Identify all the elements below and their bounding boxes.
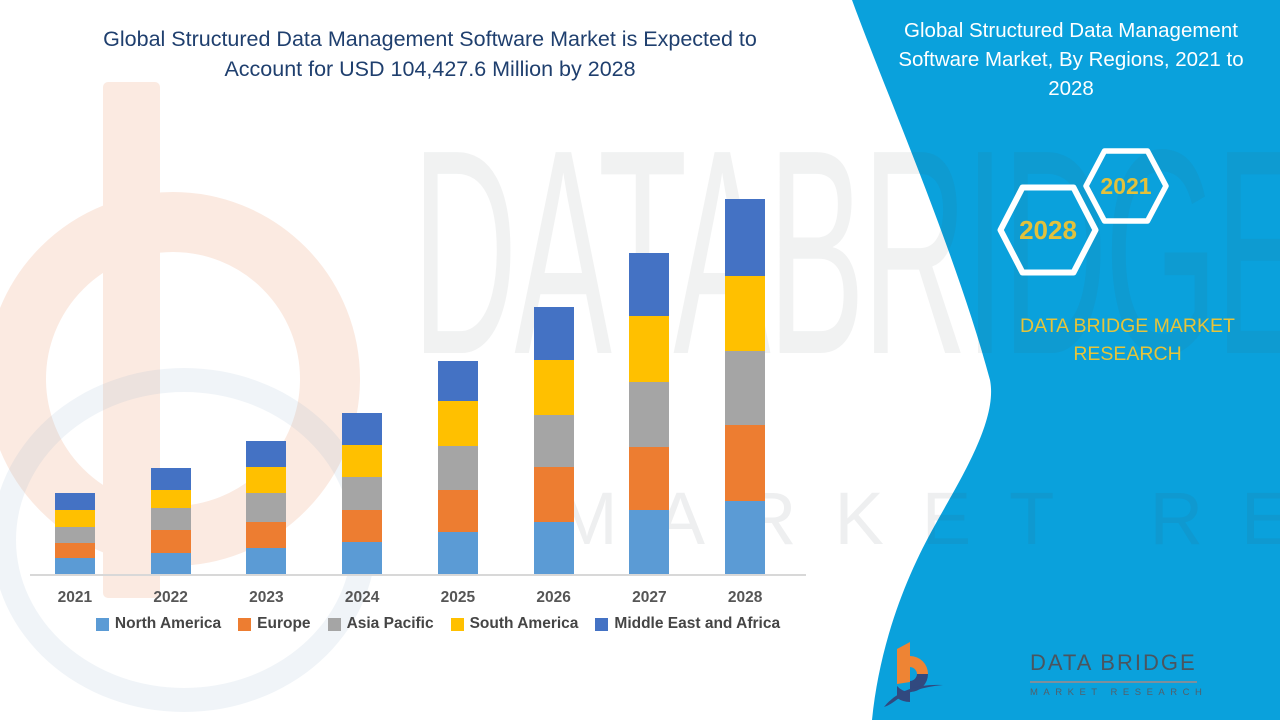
bar-segment-2023-middle-east-and-africa	[246, 441, 287, 468]
bar-segment-2025-north-america	[437, 532, 478, 575]
bar-segment-2025-south-america	[437, 401, 478, 447]
bar-segment-2027-south-america	[629, 316, 670, 382]
hexagon-2028-outline	[997, 184, 1099, 276]
x-label-2021: 2021	[57, 589, 93, 606]
bar-column-2025	[437, 361, 478, 575]
legend-swatch-north-america	[95, 617, 109, 631]
data-bridge-logo-icon	[884, 642, 943, 707]
bar-segment-2028-middle-east-and-africa	[725, 199, 766, 276]
bar-column-2028	[725, 199, 766, 575]
bar-segment-2026-north-america	[533, 522, 574, 575]
bar-segment-2028-south-america	[725, 275, 766, 351]
hexagon-badge-2021: 2021	[1083, 148, 1169, 224]
bar-segment-2028-europe	[725, 424, 766, 501]
x-label-2023: 2023	[249, 589, 284, 606]
legend-swatch-europe	[238, 617, 252, 631]
data-bridge-logo-text: DATA BRIDGE MARKET RESEARCH	[1030, 650, 1208, 698]
bar-segment-2024-middle-east-and-africa	[342, 412, 383, 445]
bar-segment-2026-south-america	[533, 360, 574, 416]
x-label-2025: 2025	[440, 589, 476, 606]
bar-segment-2023-asia-pacific	[246, 492, 287, 523]
legend-swatch-south-america	[450, 617, 464, 631]
legend-label-south-america: South America	[469, 615, 579, 632]
legend-swatch-middle-east-and-africa	[595, 617, 609, 631]
x-label-2024: 2024	[344, 589, 380, 606]
bar-segment-2021-north-america	[54, 558, 95, 575]
side-panel-brand-text: DATA BRIDGE MARKET RESEARCH	[1020, 315, 1235, 365]
blue-panel-shape	[852, 0, 1280, 720]
bar-segment-2022-north-america	[150, 553, 191, 575]
bar-segment-2024-europe	[342, 509, 383, 542]
legend-swatch-asia-pacific	[327, 617, 341, 631]
bar-column-2023	[246, 441, 287, 575]
legend-item-middle-east-and-africa: Middle East and Africa	[595, 615, 780, 633]
bar-segment-2025-middle-east-and-africa	[437, 361, 478, 402]
bar-segment-2027-middle-east-and-africa	[629, 253, 670, 317]
legend-label-north-america: North America	[114, 615, 222, 632]
bar-segment-2025-europe	[437, 490, 478, 533]
x-label-2027: 2027	[632, 589, 667, 606]
logo-subtitle: MARKET RESEARCH	[1030, 687, 1208, 698]
bar-segment-2022-south-america	[150, 490, 191, 508]
bar-segment-2025-asia-pacific	[437, 446, 478, 491]
bar-segment-2027-north-america	[629, 509, 670, 575]
bar-segment-2022-asia-pacific	[150, 508, 191, 530]
bar-column-2026	[533, 307, 574, 575]
bar-segment-2024-south-america	[342, 444, 383, 477]
legend-item-north-america: North America	[95, 615, 222, 633]
legend-item-asia-pacific: Asia Pacific	[327, 615, 434, 633]
x-label-2028: 2028	[727, 589, 763, 606]
x-label-2026: 2026	[536, 589, 571, 606]
page-title-line2: Account for USD 104,427.6 Million by 202…	[224, 57, 636, 81]
bar-segment-2021-europe	[54, 543, 95, 559]
hexagon-badge-2028: 2028	[997, 184, 1099, 276]
bar-segment-2023-south-america	[246, 467, 287, 493]
legend-label-europe: Europe	[257, 615, 311, 632]
legend-label-asia-pacific: Asia Pacific	[346, 615, 434, 632]
chart-legend: North America Europe Asia Pacific South Ame…	[48, 615, 828, 633]
bar-segment-2027-europe	[629, 446, 670, 510]
x-label-2022: 2022	[153, 589, 188, 606]
legend-item-south-america: South America	[450, 615, 579, 633]
bar-segment-2024-north-america	[342, 541, 383, 575]
bar-column-2024	[342, 412, 383, 575]
bar-segment-2021-middle-east-and-africa	[54, 493, 95, 511]
page-title-line1: Global Structured Data Management Softwa…	[103, 27, 757, 51]
bar-segment-2022-middle-east-and-africa	[150, 468, 191, 490]
bar-column-2027	[629, 253, 670, 575]
bar-segment-2023-europe	[246, 522, 287, 548]
x-axis-line	[30, 574, 806, 576]
hexagon-2028-label: 2028	[1019, 214, 1077, 245]
logo-name: DATA BRIDGE	[1030, 650, 1197, 683]
bar-segment-2024-asia-pacific	[342, 476, 383, 510]
side-panel-title: Global Structured Data Management Softwa…	[898, 19, 1244, 100]
bar-segment-2026-asia-pacific	[533, 415, 574, 468]
hexagon-2021-outline	[1083, 148, 1169, 224]
bar-column-2022	[150, 468, 191, 575]
bar-segment-2023-north-america	[246, 548, 287, 575]
watermark-market-research-text: MARKET RESEARCH	[556, 477, 1280, 560]
page-title: Global Structured Data Management Softwa…	[40, 24, 820, 84]
hexagon-2021-label: 2021	[1100, 172, 1152, 199]
bar-segment-2021-asia-pacific	[54, 527, 95, 544]
bars-row	[27, 195, 793, 575]
bar-segment-2026-middle-east-and-africa	[533, 307, 574, 361]
bar-segment-2027-asia-pacific	[629, 381, 670, 447]
bar-segment-2021-south-america	[54, 510, 95, 528]
x-labels-row: 2021 2022 2023 2024 2025 2026 2027 2028	[27, 589, 793, 607]
legend-label-middle-east-and-africa: Middle East and Africa	[614, 615, 781, 632]
bar-segment-2022-europe	[150, 530, 191, 553]
bar-segment-2028-north-america	[725, 500, 766, 575]
bar-segment-2026-europe	[533, 467, 574, 523]
bar-segment-2028-asia-pacific	[725, 350, 766, 425]
bar-column-2021	[54, 493, 95, 575]
legend-item-europe: Europe	[238, 615, 311, 633]
